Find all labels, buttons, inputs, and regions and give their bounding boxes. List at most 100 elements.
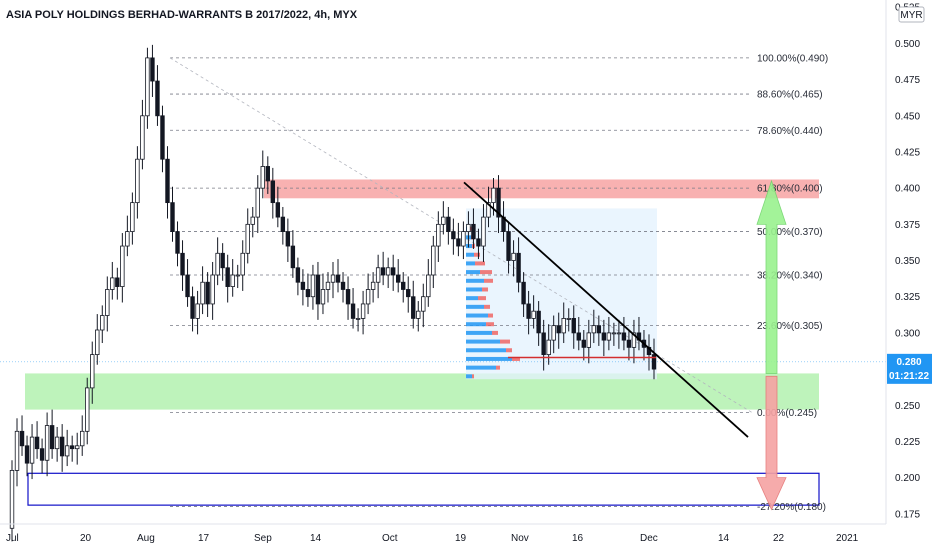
x-tick-label: 20 xyxy=(80,533,92,544)
candle-up xyxy=(120,245,125,287)
x-tick-label: Dec xyxy=(640,533,658,544)
candle-up xyxy=(250,216,255,225)
candle-up xyxy=(90,354,95,389)
candle-down xyxy=(285,231,291,247)
candle-down xyxy=(456,238,461,247)
x-tick-label: 2021 xyxy=(836,533,859,544)
candle-down xyxy=(350,303,356,319)
candle-down xyxy=(626,339,632,348)
x-tick-label: 16 xyxy=(572,533,584,544)
profile-bar-down xyxy=(506,348,512,353)
profile-bar-up xyxy=(466,278,484,283)
candle-down xyxy=(340,281,346,290)
candle-up xyxy=(375,267,381,283)
candle-down xyxy=(275,202,281,218)
time-axis[interactable]: Jul 20 Aug 17 Sep 14 Oct 19 Nov 16 Dec 14 22 2021 xyxy=(6,533,859,544)
candle-down xyxy=(150,57,155,82)
fib-label: 88.60%(0.465) xyxy=(757,90,823,101)
y-tick-label: 0.425 xyxy=(895,147,920,158)
candle-up xyxy=(255,187,260,218)
candle-down xyxy=(265,166,270,182)
candle-up xyxy=(14,430,20,471)
x-tick-label: Jul xyxy=(6,533,19,544)
x-tick-label: Nov xyxy=(511,533,529,544)
y-tick-label: 0.225 xyxy=(895,437,920,448)
candle-up xyxy=(591,325,597,334)
profile-bar-down xyxy=(480,270,492,275)
profile-bar-up xyxy=(466,304,484,309)
candle-down xyxy=(270,180,276,204)
candle-down xyxy=(401,281,406,290)
volume-profile-layer xyxy=(466,226,520,379)
profile-bar-up xyxy=(466,296,478,301)
candle-down xyxy=(576,332,581,341)
profile-bar-down xyxy=(475,261,485,266)
y-tick-label: 0.250 xyxy=(895,401,920,412)
profile-bar-up xyxy=(466,252,474,257)
candle-down xyxy=(345,289,351,305)
candle-up xyxy=(245,223,250,254)
last-price-value: 0.280 xyxy=(896,357,921,368)
candle-down xyxy=(59,436,65,457)
currency-badge-label: MYR xyxy=(900,10,922,21)
candle-down xyxy=(220,252,225,269)
candle-up xyxy=(511,252,516,261)
candle-up xyxy=(586,332,591,348)
y-tick-label: 0.500 xyxy=(895,39,920,50)
candle-up xyxy=(44,425,50,461)
candle-down xyxy=(180,252,185,276)
candle-down xyxy=(521,281,526,305)
fib-label: 38.20%(0.340) xyxy=(757,271,823,282)
candle-up xyxy=(235,274,240,277)
profile-bar-down xyxy=(482,287,488,292)
fib-label: 50.00%(0.370) xyxy=(757,227,823,238)
candle-up xyxy=(481,216,486,247)
candle-down xyxy=(24,445,30,464)
y-tick-label: 0.375 xyxy=(895,220,920,231)
candle-up xyxy=(491,187,496,204)
candle-down xyxy=(165,158,170,204)
profile-bar-down xyxy=(492,330,498,335)
candle-down xyxy=(305,289,311,298)
projection-box xyxy=(466,208,657,380)
candle-down xyxy=(39,448,45,461)
candle-up xyxy=(320,289,326,305)
candle-up xyxy=(29,436,35,464)
candle-down xyxy=(556,325,561,334)
candle-up xyxy=(355,318,361,320)
candle-down xyxy=(411,296,416,319)
profile-bar-down xyxy=(484,278,493,283)
profile-bar-up xyxy=(466,330,492,335)
fib-levels-layer: 100.00%(0.490) 88.60%(0.465) 78.60%(0.440)… xyxy=(0,53,886,513)
candle-down xyxy=(315,274,321,305)
profile-bar-up xyxy=(466,339,500,344)
candle-up xyxy=(531,310,536,319)
candle-down xyxy=(290,245,296,269)
candle-down xyxy=(601,332,607,341)
candle-down xyxy=(205,281,210,305)
candle-up xyxy=(54,436,60,450)
candle-down xyxy=(536,310,541,334)
currency-badge[interactable] xyxy=(898,6,925,23)
candle-up xyxy=(230,274,235,287)
candle-up xyxy=(426,274,431,298)
candle-up xyxy=(325,281,331,290)
price-axis[interactable]: 0.5250.5000.4750.4500.4250.4000.3750.350… xyxy=(895,3,920,521)
candle-up xyxy=(310,274,316,298)
y-tick-label: 0.400 xyxy=(895,184,920,195)
candle-down xyxy=(571,318,576,334)
profile-bar-up xyxy=(466,270,480,275)
chart-title: ASIA POLY HOLDINGS BERHAD-WARRANTS B 201… xyxy=(6,9,358,21)
candle-up xyxy=(210,274,215,305)
candle-up xyxy=(546,339,551,356)
candle-down xyxy=(516,252,521,283)
x-tick-label: 14 xyxy=(718,533,730,544)
candle-down xyxy=(160,115,165,160)
profile-bar-up xyxy=(466,313,488,318)
x-tick-label: Oct xyxy=(382,533,398,544)
candle-down xyxy=(406,289,411,298)
y-tick-label: 0.350 xyxy=(895,256,920,267)
candle-up xyxy=(195,303,200,319)
